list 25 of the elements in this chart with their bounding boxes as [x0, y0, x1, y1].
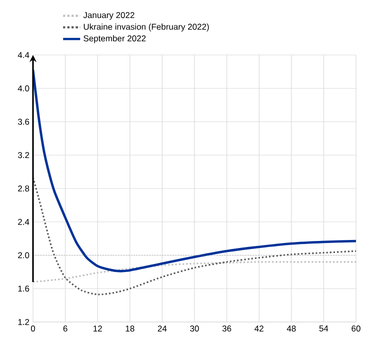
line-series: [33, 261, 356, 283]
x-tick-label: 48: [286, 326, 296, 332]
y-tick-label: 2.4: [18, 218, 30, 225]
y-tick-label: 4.0: [18, 85, 30, 92]
x-tick-label: 18: [126, 326, 134, 332]
y-tick-label: 1.2: [18, 319, 30, 325]
y-tick-label: 4.4: [18, 52, 30, 58]
x-tick-label: 30: [190, 326, 199, 332]
y-tick-label: 1.6: [18, 286, 30, 292]
legend-label: January 2022: [83, 12, 134, 20]
x-tick-label: 36: [222, 326, 232, 332]
x-tick-label: 24: [158, 326, 167, 332]
x-tick-label: 42: [254, 326, 264, 332]
line-series: [33, 68, 356, 272]
x-tick-label: 60: [352, 326, 360, 332]
legend-label: September 2022: [84, 35, 146, 44]
y-tick-label: 3.6: [18, 118, 30, 125]
x-tick-label: 6: [63, 326, 68, 332]
y-tick-label: 2.0: [18, 252, 30, 258]
x-tick-label: 54: [319, 326, 328, 332]
y-tick-label: 3.2: [18, 152, 30, 158]
y-tick-label: 2.8: [18, 185, 30, 192]
x-tick-label: 0: [30, 326, 36, 332]
x-tick-label: 12: [94, 326, 102, 332]
legend-label: Ukraine invasion (February 2022): [84, 24, 209, 32]
